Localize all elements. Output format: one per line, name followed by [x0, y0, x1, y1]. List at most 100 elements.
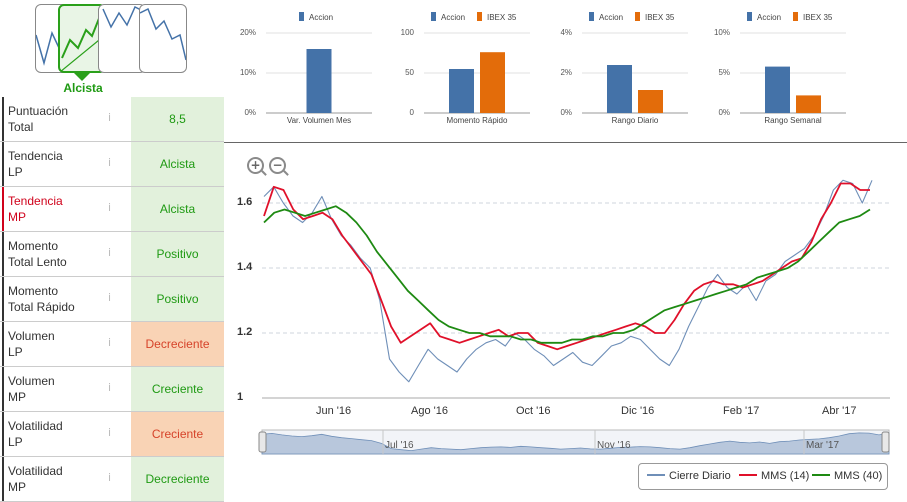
y-tick-label: 1.2 — [237, 326, 253, 338]
info-icon[interactable]: i — [108, 471, 112, 484]
indicator-label: Puntuación Total — [2, 97, 130, 141]
navigator-left-handle[interactable] — [258, 431, 267, 453]
indicator-row: Momento Total Lento i Positivo — [0, 232, 224, 277]
mini-chart: 100 50 0 Accion IBEX 35 Momento Rápido — [384, 0, 539, 135]
legend-item-mms40[interactable]: MMS (40) — [812, 470, 882, 482]
zoom-in-icon[interactable]: + — [247, 157, 264, 174]
navigator-right-handle[interactable] — [881, 431, 890, 453]
bar-accion — [607, 65, 632, 113]
mini-legend-item[interactable]: IBEX 35 — [635, 12, 674, 22]
legend-text: Accion — [757, 13, 782, 22]
legend-item-cierre[interactable]: Cierre Diario — [647, 470, 731, 482]
mini-legend-item[interactable]: Accion — [299, 12, 333, 22]
indicator-row: Tendencia MP i Alcista — [0, 187, 224, 232]
mini-chart-svg — [582, 32, 688, 114]
bar-ibex — [796, 95, 821, 113]
indicator-value: Positivo — [131, 232, 224, 276]
section-divider — [224, 142, 907, 143]
trend-option-bajista[interactable] — [139, 4, 187, 73]
info-icon[interactable]: i — [108, 291, 112, 304]
mms40-line[interactable] — [263, 205, 871, 344]
info-icon[interactable]: i — [108, 156, 112, 169]
navigator-label: Mar '17 — [806, 440, 840, 451]
mini-legend-item[interactable]: Accion — [431, 12, 465, 22]
indicator-value: Decreciente — [131, 322, 224, 366]
indicator-value: Creciente — [131, 412, 224, 456]
x-tick-label: Abr '17 — [822, 405, 857, 417]
x-tick-label: Ago '16 — [411, 405, 448, 417]
mini-legend-item[interactable]: IBEX 35 — [793, 12, 832, 22]
mms14-line[interactable] — [263, 182, 870, 351]
mini-legend-item[interactable]: IBEX 35 — [477, 12, 516, 22]
mini-tick-label: 4% — [560, 28, 572, 37]
info-icon[interactable]: i — [108, 111, 112, 124]
info-icon[interactable]: i — [108, 246, 112, 259]
mini-legend-item[interactable]: Accion — [747, 12, 781, 22]
mini-chart-xlabel: Rango Diario — [611, 116, 659, 125]
zoom-out-icon[interactable]: − — [269, 157, 286, 174]
indicator-row: Momento Total Rápido i Positivo — [0, 277, 224, 322]
indicator-label: Tendencia LP — [2, 142, 130, 186]
mini-tick-label: 100 — [400, 28, 414, 37]
legend-text: IBEX 35 — [645, 13, 675, 22]
mini-tick-label: 5% — [718, 68, 730, 77]
indicator-label: Momento Total Rápido — [2, 277, 130, 321]
mini-tick-label: 10% — [239, 68, 256, 77]
bearish-trend-icon — [139, 7, 187, 61]
mini-tick-label: 50 — [405, 68, 414, 77]
legend-swatch — [589, 12, 594, 21]
bar-accion — [765, 66, 790, 113]
legend-text: Accion — [441, 13, 466, 22]
y-tick-label: 1.4 — [237, 261, 253, 273]
mini-chart-svg — [424, 32, 530, 114]
indicator-row: Volatilidad MP i Decreciente — [0, 457, 224, 502]
mini-chart: 4% 2% 0% Accion IBEX 35 Rango Diario — [542, 0, 697, 135]
mini-chart-svg — [740, 32, 846, 114]
trend-option-bajista-partial[interactable] — [98, 4, 146, 73]
mini-tick-label: 20% — [239, 28, 256, 37]
legend-swatch — [299, 12, 304, 21]
selected-trend-pointer — [73, 72, 91, 81]
selected-trend-label: Alcista — [63, 81, 103, 95]
indicator-value: 8,5 — [131, 97, 224, 141]
info-icon[interactable]: i — [108, 426, 112, 439]
legend-text: Accion — [309, 13, 334, 22]
x-tick-label: Dic '16 — [621, 405, 655, 417]
indicator-value: Decreciente — [131, 457, 224, 501]
cierre-diario-line[interactable] — [263, 179, 873, 383]
mini-chart-xlabel: Rango Semanal — [764, 116, 822, 125]
legend-item-mms14[interactable]: MMS (14) — [739, 470, 809, 482]
mini-legend-item[interactable]: Accion — [589, 12, 623, 22]
x-tick-label: Feb '17 — [723, 405, 760, 417]
bar-accion — [306, 49, 332, 113]
bar-accion — [449, 69, 474, 113]
indicator-label: Volumen LP — [2, 322, 130, 366]
chart-legend: Cierre Diario MMS (14) MMS (40) — [638, 463, 888, 490]
mini-tick-label: 10% — [713, 28, 730, 37]
indicator-value: Alcista — [131, 187, 224, 231]
indicator-row: Volumen LP i Decreciente — [0, 322, 224, 367]
bar-ibex — [638, 90, 663, 113]
info-icon[interactable]: i — [108, 201, 112, 214]
navigator-label: Jul '16 — [385, 440, 414, 451]
info-icon[interactable]: i — [108, 336, 112, 349]
legend-text: Accion — [599, 13, 624, 22]
legend-swatch — [477, 12, 482, 21]
legend-swatch — [793, 12, 798, 21]
legend-swatch — [635, 12, 640, 21]
indicator-row: Puntuación Total i 8,5 — [0, 97, 224, 142]
navigator-label: Nov '16 — [597, 440, 631, 451]
mini-tick-label: 0 — [409, 108, 414, 117]
indicator-row: Volumen MP i Creciente — [0, 367, 224, 412]
x-tick-label: Jun '16 — [316, 405, 352, 417]
indicator-value: Positivo — [131, 277, 224, 321]
info-icon[interactable]: i — [108, 381, 112, 394]
indicator-label: Volatilidad LP — [2, 412, 130, 456]
legend-text: IBEX 35 — [803, 13, 833, 22]
legend-swatch — [747, 12, 752, 21]
mini-tick-label: 0% — [560, 108, 572, 117]
indicator-label: Momento Total Lento — [2, 232, 130, 276]
mini-tick-label: 0% — [718, 108, 730, 117]
